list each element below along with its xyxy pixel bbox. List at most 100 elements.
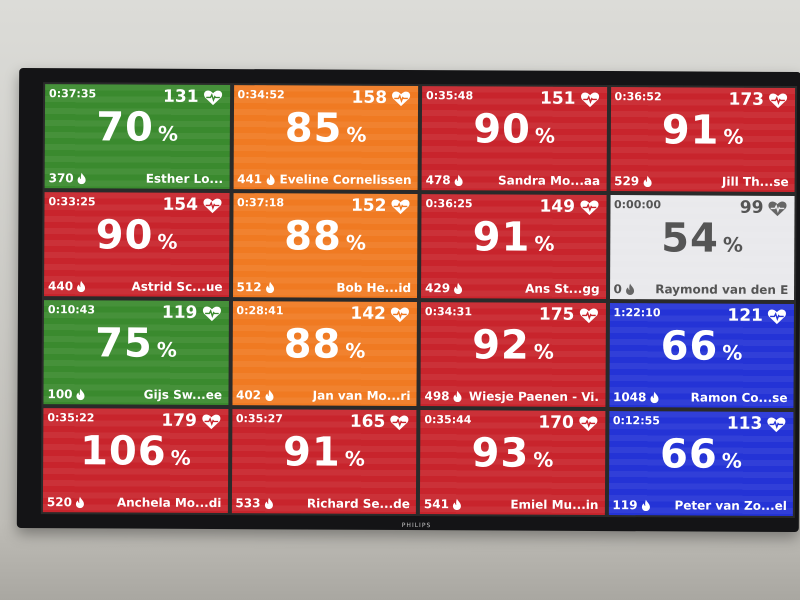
calories-value: 440 bbox=[48, 279, 74, 294]
calories-group: 512 bbox=[237, 280, 275, 294]
participant-name: Jill Th...se bbox=[721, 174, 789, 189]
flame-icon bbox=[643, 175, 652, 188]
elapsed-time: 0:10:43 bbox=[47, 303, 96, 317]
calories-group: 529 bbox=[614, 174, 652, 188]
intensity-percent: 90% bbox=[422, 106, 607, 153]
heart-pulse-icon bbox=[767, 416, 786, 432]
heart-rate-group: 113 bbox=[727, 414, 788, 434]
participant-name: Eveline Cornelissen bbox=[279, 172, 412, 188]
percent-symbol: % bbox=[346, 122, 367, 147]
intensity-value: 91 bbox=[661, 107, 720, 154]
heart-rate-group: 158 bbox=[352, 88, 413, 108]
participant-tile: 0:12:55 113 66% 119 Peter van Zo...el bbox=[608, 411, 794, 517]
participant-name: Gijs Sw...ee bbox=[143, 387, 223, 403]
calories-value: 119 bbox=[612, 498, 638, 513]
participant-name: Peter van Zo...el bbox=[674, 498, 787, 513]
heart-rate-group: 173 bbox=[729, 90, 790, 110]
participant-name: Ans St...gg bbox=[525, 281, 600, 296]
participant-name: Emiel Mu...in bbox=[510, 497, 599, 512]
heart-rate-group: 149 bbox=[539, 197, 600, 217]
intensity-percent: 66% bbox=[609, 431, 794, 478]
participant-name: Sandra Mo...aa bbox=[497, 173, 601, 188]
heart-pulse-icon bbox=[579, 200, 599, 215]
participant-tile: 0:28:41 142 88% 402 Jan van Mo...ri bbox=[231, 301, 417, 407]
participant-name: Astrid Sc...ue bbox=[131, 279, 223, 295]
flame-icon bbox=[75, 496, 84, 509]
heart-pulse-icon bbox=[578, 415, 597, 431]
elapsed-time: 0:35:44 bbox=[424, 413, 472, 427]
heart-rate-group: 131 bbox=[163, 87, 224, 107]
intensity-percent: 90% bbox=[44, 212, 229, 259]
heart-rate-group: 175 bbox=[539, 305, 600, 325]
intensity-value: 90 bbox=[473, 106, 532, 153]
intensity-value: 91 bbox=[472, 214, 531, 261]
heart-rate-group: 165 bbox=[350, 412, 411, 432]
intensity-value: 66 bbox=[660, 323, 719, 370]
percent-symbol: % bbox=[722, 232, 743, 257]
calories-value: 512 bbox=[236, 280, 262, 295]
elapsed-time: 0:34:52 bbox=[237, 88, 285, 102]
participant-name: Wiesje Paenen - Vi. bbox=[468, 389, 600, 404]
intensity-percent: 54% bbox=[610, 215, 795, 262]
percent-symbol: % bbox=[534, 123, 556, 148]
participant-name: Ramon Co...se bbox=[690, 390, 788, 405]
intensity-percent: 88% bbox=[233, 213, 418, 260]
intensity-value: 70 bbox=[96, 104, 155, 151]
calories-value: 533 bbox=[235, 496, 261, 511]
calories-group: 541 bbox=[424, 497, 462, 511]
calories-value: 429 bbox=[425, 281, 451, 296]
flame-icon bbox=[453, 390, 462, 403]
elapsed-time: 0:35:22 bbox=[47, 411, 95, 425]
percent-symbol: % bbox=[533, 339, 554, 364]
intensity-percent: 88% bbox=[232, 321, 417, 368]
tv-brand-logo: PHILIPS bbox=[401, 521, 432, 530]
heart-rate-group: 142 bbox=[350, 304, 411, 324]
participant-tile: 0:37:35 131 70% 370 Esther Lo... bbox=[44, 84, 230, 190]
participant-tile: 0:34:52 158 85% 441 Eveline Cornelissen bbox=[233, 85, 419, 191]
heart-pulse-icon bbox=[202, 306, 221, 321]
heart-pulse-icon bbox=[392, 91, 411, 106]
wall-background bbox=[0, 520, 800, 600]
intensity-value: 92 bbox=[472, 322, 530, 369]
heart-pulse-icon bbox=[201, 414, 220, 429]
intensity-percent: 70% bbox=[45, 104, 230, 151]
intensity-percent: 75% bbox=[44, 320, 229, 367]
heart-pulse-icon bbox=[202, 198, 222, 213]
participant-tile: 0:36:52 173 91% 529 Jill Th...se bbox=[610, 87, 796, 193]
heart-rate-group: 99 bbox=[740, 198, 789, 218]
intensity-value: 106 bbox=[80, 428, 167, 475]
elapsed-time: 0:35:27 bbox=[235, 412, 283, 426]
percent-symbol: % bbox=[534, 231, 555, 256]
participant-tile: 0:34:31 175 92% 498 Wiesje Paenen - Vi. bbox=[420, 302, 606, 408]
elapsed-time: 0:00:00 bbox=[613, 198, 662, 212]
heart-pulse-icon bbox=[768, 200, 787, 216]
percent-symbol: % bbox=[157, 121, 179, 146]
flame-icon bbox=[265, 389, 274, 402]
flame-icon bbox=[650, 391, 659, 404]
participant-name: Raymond van den E bbox=[655, 282, 789, 297]
intensity-percent: 93% bbox=[420, 430, 605, 477]
heart-rate-group: 170 bbox=[538, 413, 599, 433]
heart-rate-group: 152 bbox=[351, 196, 412, 216]
calories-group: 533 bbox=[235, 496, 273, 510]
intensity-value: 54 bbox=[661, 215, 720, 262]
heart-pulse-icon bbox=[580, 92, 599, 107]
percent-symbol: % bbox=[721, 448, 742, 473]
percent-symbol: % bbox=[345, 230, 366, 255]
heart-rate-group: 121 bbox=[727, 306, 788, 326]
calories-group: 498 bbox=[424, 389, 462, 403]
flame-icon bbox=[77, 280, 86, 293]
calories-value: 478 bbox=[425, 173, 451, 188]
intensity-value: 88 bbox=[284, 213, 343, 260]
elapsed-time: 1:22:10 bbox=[613, 306, 661, 320]
intensity-percent: 85% bbox=[233, 105, 418, 152]
intensity-value: 91 bbox=[282, 429, 341, 476]
participant-name: Richard Se...de bbox=[306, 496, 410, 512]
elapsed-time: 0:33:25 bbox=[48, 195, 96, 209]
calories-value: 370 bbox=[48, 171, 74, 186]
percent-symbol: % bbox=[170, 445, 191, 470]
calories-group: 520 bbox=[47, 495, 85, 509]
participant-tile: 0:35:22 179 106% 520 Anchela Mo...di bbox=[42, 408, 228, 514]
heart-pulse-icon bbox=[769, 92, 788, 108]
calories-group: 119 bbox=[612, 498, 650, 512]
